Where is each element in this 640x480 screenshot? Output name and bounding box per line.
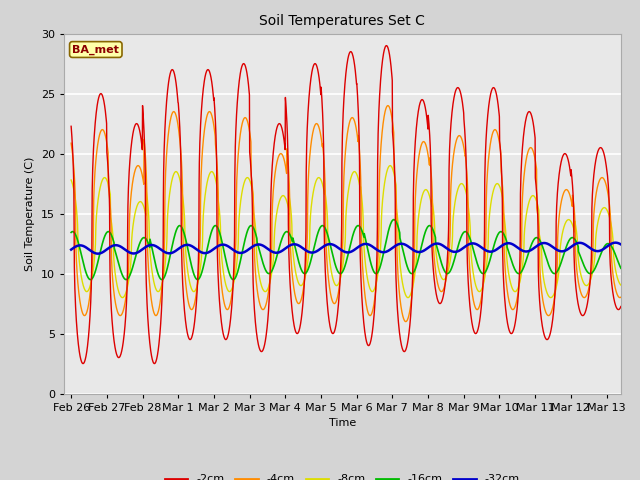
Legend: -2cm, -4cm, -8cm, -16cm, -32cm: -2cm, -4cm, -8cm, -16cm, -32cm <box>161 470 524 480</box>
Y-axis label: Soil Temperature (C): Soil Temperature (C) <box>26 156 35 271</box>
Title: Soil Temperatures Set C: Soil Temperatures Set C <box>259 14 426 28</box>
X-axis label: Time: Time <box>329 418 356 428</box>
Text: BA_met: BA_met <box>72 44 119 55</box>
